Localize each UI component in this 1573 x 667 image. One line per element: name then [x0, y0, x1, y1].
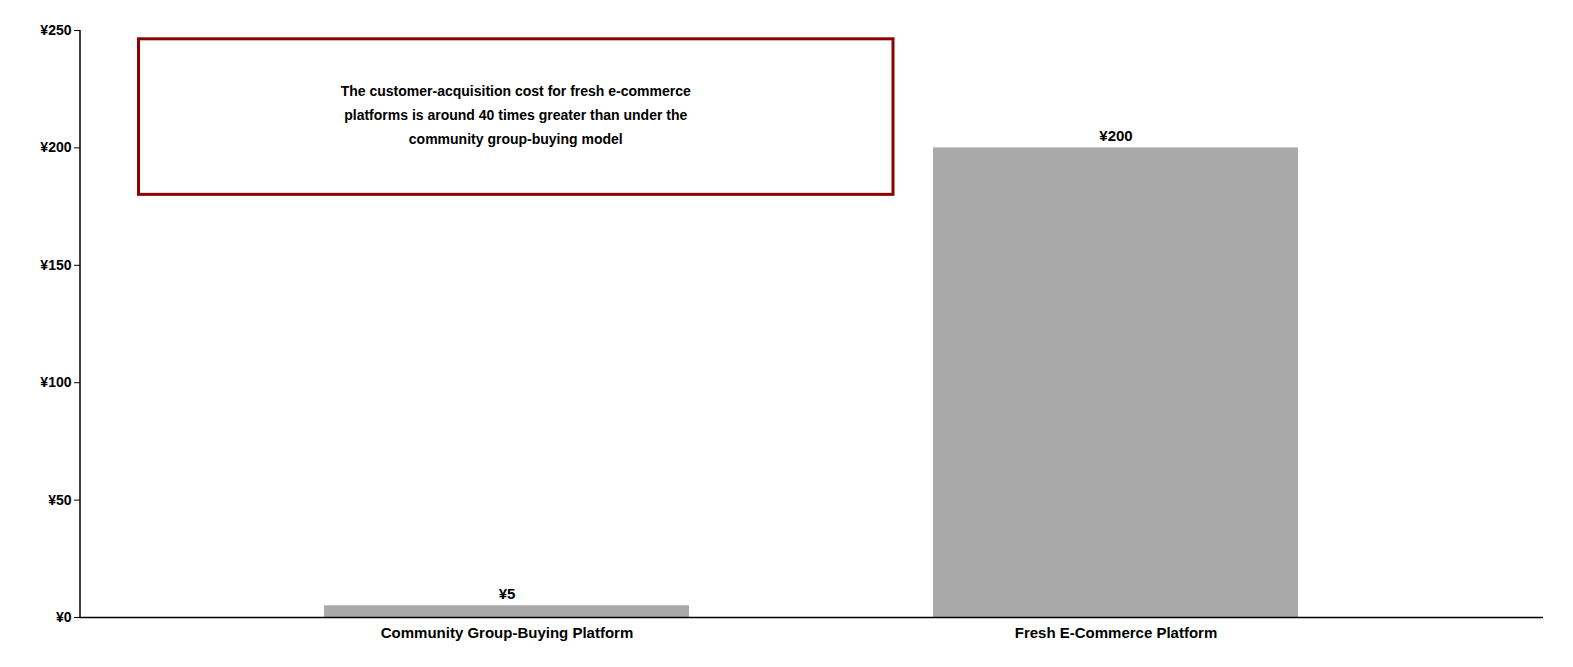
svg-text:¥100: ¥100	[40, 374, 71, 390]
svg-text:¥5: ¥5	[499, 585, 516, 602]
svg-text:The customer-acquisition cost: The customer-acquisition cost for fresh …	[341, 83, 691, 147]
svg-text:¥50: ¥50	[48, 492, 72, 508]
svg-text:Community Group-Buying Platfor: Community Group-Buying Platform	[381, 624, 634, 641]
svg-text:¥0: ¥0	[56, 609, 72, 625]
svg-text:¥200: ¥200	[40, 139, 71, 155]
svg-text:¥150: ¥150	[40, 257, 71, 273]
svg-text:Fresh E-Commerce Platform: Fresh E-Commerce Platform	[1015, 624, 1218, 641]
svg-text:¥250: ¥250	[40, 22, 71, 38]
svg-text:¥200: ¥200	[1099, 127, 1132, 144]
